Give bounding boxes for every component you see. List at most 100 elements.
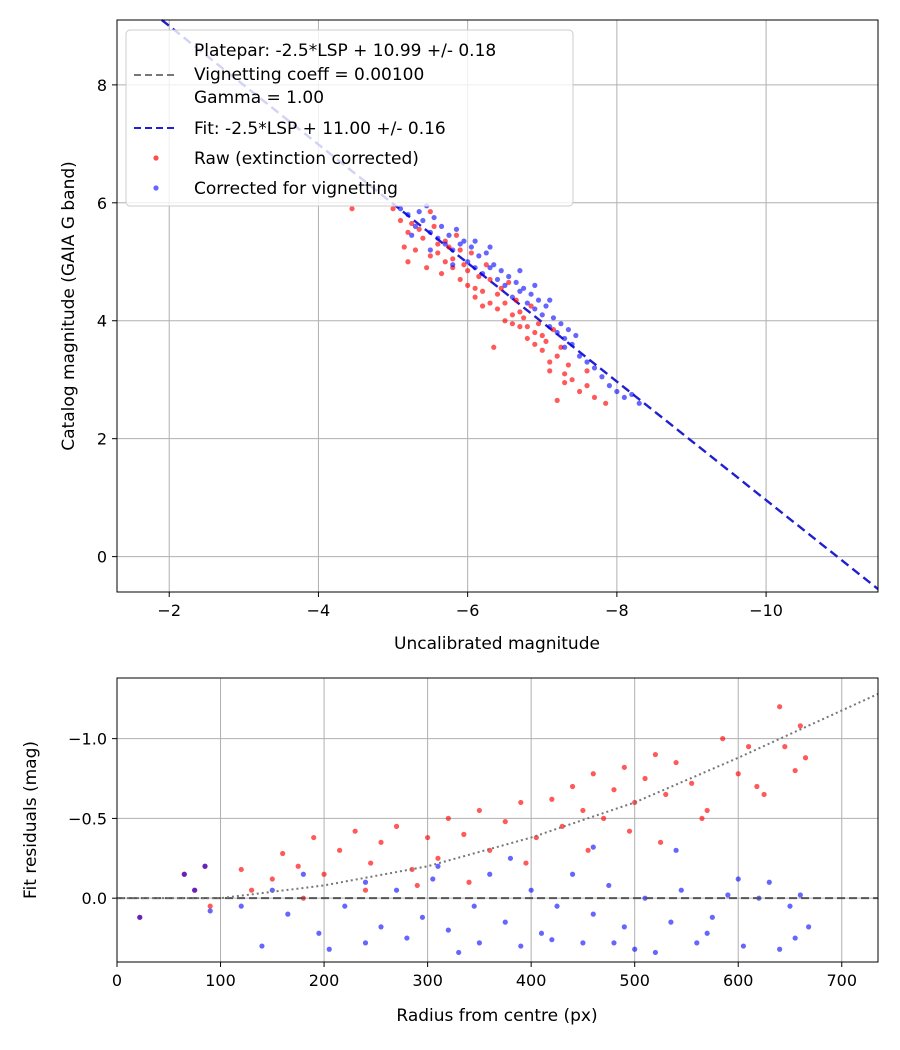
- corrected-point: [606, 882, 612, 889]
- raw-point: [446, 244, 452, 250]
- raw-point: [699, 815, 705, 822]
- corrected-point: [438, 223, 445, 229]
- corrected-point: [502, 919, 508, 925]
- raw-point: [704, 807, 710, 814]
- y-tick-label: 2: [97, 430, 107, 449]
- raw-point: [513, 297, 519, 303]
- raw-point: [802, 755, 809, 761]
- raw-point: [663, 791, 669, 798]
- corrected-point: [735, 876, 741, 882]
- y-tick-label: −1.0: [68, 730, 107, 749]
- raw-point: [532, 329, 538, 336]
- corrected-point: [614, 388, 620, 395]
- corrected-point: [787, 903, 793, 909]
- corrected-point: [554, 903, 560, 909]
- raw-point: [401, 244, 407, 250]
- raw-point: [465, 268, 471, 274]
- corrected-point: [550, 315, 557, 321]
- corrected-point: [409, 232, 415, 238]
- raw-point: [269, 876, 275, 882]
- corrected-point: [491, 262, 497, 268]
- top-axes-frame: [116, 19, 879, 593]
- raw-point: [502, 818, 508, 825]
- corrected-point: [580, 940, 586, 946]
- corrected-point: [137, 914, 143, 920]
- corrected-point: [704, 930, 710, 936]
- corrected-point: [419, 914, 426, 920]
- corrected-point: [709, 914, 715, 920]
- raw-point: [409, 866, 415, 873]
- raw-point: [378, 839, 384, 845]
- raw-point: [569, 783, 576, 790]
- bottom-axes-frame: [116, 677, 879, 963]
- raw-point: [466, 879, 472, 885]
- corrected-point: [591, 365, 598, 371]
- corrected-point: [427, 229, 433, 235]
- corrected-point: [471, 903, 477, 909]
- corrected-point: [506, 273, 512, 280]
- raw-point: [584, 368, 590, 374]
- raw-point: [390, 206, 396, 212]
- corrected-point: [590, 844, 596, 850]
- raw-point: [445, 815, 451, 822]
- raw-point: [539, 347, 545, 353]
- corrected-point: [412, 223, 419, 229]
- raw-point: [533, 834, 539, 841]
- x-tick-label: −4: [307, 601, 331, 620]
- corrected-point: [461, 238, 467, 244]
- legend-blue-dot: [153, 185, 159, 191]
- raw-point: [576, 388, 583, 395]
- corrected-point: [558, 321, 564, 327]
- raw-point: [554, 397, 560, 403]
- corrected-point: [766, 879, 772, 885]
- corrected-point: [549, 937, 555, 943]
- top-legend: Platepar: -2.5*LSP + 10.99 +/- 0.18 Vign…: [125, 29, 574, 207]
- corrected-point: [259, 943, 265, 949]
- raw-point: [472, 285, 478, 291]
- corrected-point: [269, 887, 275, 893]
- raw-point: [431, 223, 437, 229]
- raw-point: [777, 704, 783, 710]
- corrected-point: [238, 903, 244, 909]
- bottom-model-curve: [117, 693, 879, 900]
- raw-point: [427, 253, 433, 259]
- corrected-point: [207, 908, 213, 914]
- raw-point: [424, 265, 430, 271]
- corrected-point: [562, 344, 568, 350]
- raw-point: [453, 232, 460, 238]
- top-corrected-points: [397, 203, 642, 406]
- raw-point: [782, 744, 788, 750]
- corrected-point: [445, 927, 451, 933]
- corrected-point: [326, 946, 332, 952]
- legend-box: [125, 29, 574, 207]
- raw-point: [521, 315, 527, 321]
- raw-point: [569, 377, 575, 383]
- corrected-point: [476, 940, 482, 946]
- bottom-x-axis-label: Radius from centre (px): [396, 1006, 597, 1026]
- corrected-point: [584, 359, 590, 365]
- corrected-point: [518, 943, 524, 949]
- raw-point: [585, 847, 591, 853]
- corrected-point: [416, 209, 422, 215]
- raw-point: [476, 807, 482, 814]
- corrected-point: [487, 265, 493, 271]
- corrected-point: [457, 241, 463, 247]
- corrected-point: [740, 943, 747, 949]
- x-tick-label: −8: [605, 601, 629, 620]
- corrected-point: [538, 930, 545, 936]
- raw-point: [465, 282, 471, 288]
- corrected-point: [431, 214, 437, 221]
- corrected-point: [378, 924, 384, 930]
- corrected-point: [792, 935, 798, 941]
- y-tick-label: 4: [97, 312, 107, 331]
- raw-point: [539, 332, 545, 339]
- vignetting-model-curve: [117, 693, 879, 900]
- corrected-point: [636, 400, 642, 406]
- raw-point: [509, 321, 516, 327]
- corrected-point: [465, 259, 471, 265]
- raw-point: [792, 767, 798, 774]
- legend-label-fit: Fit: -2.5*LSP + 11.00 +/- 0.16: [194, 119, 446, 139]
- corrected-point: [450, 262, 456, 268]
- corrected-point: [427, 247, 433, 253]
- corrected-point: [442, 241, 448, 247]
